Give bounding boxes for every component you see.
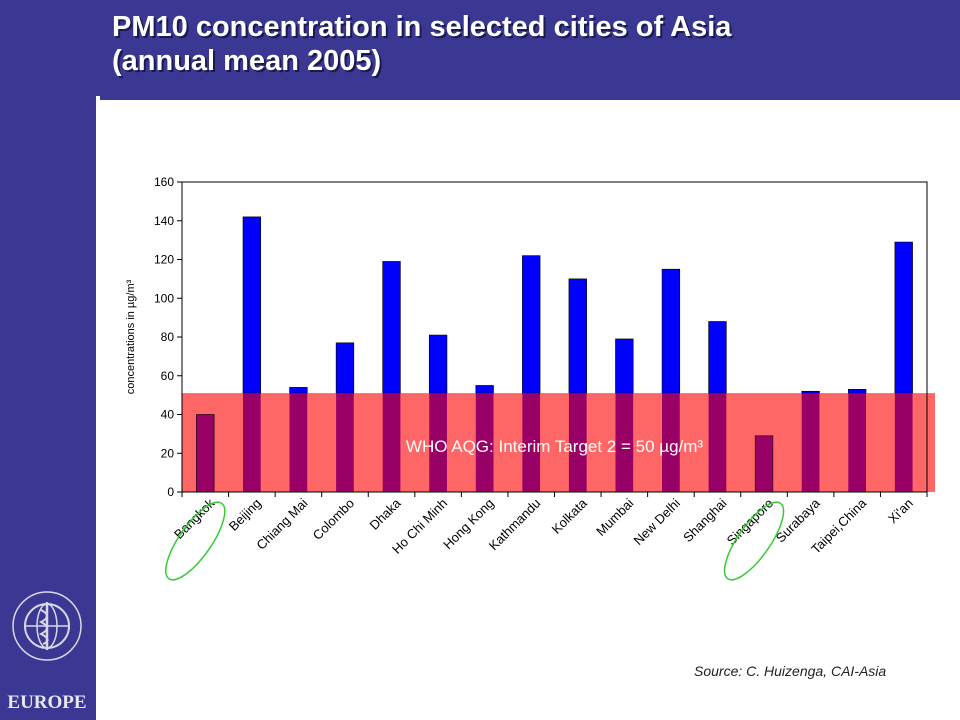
- highlight-ellipse: [165, 501, 226, 581]
- bar: [615, 338, 634, 492]
- logo-region-text: EUROPE: [7, 692, 86, 713]
- title-underline: [100, 96, 960, 100]
- slide-title-line-2: (annual mean 2005): [112, 45, 382, 77]
- y-tick-label: 40: [161, 408, 175, 422]
- x-tick-label: New Delhi: [631, 495, 684, 548]
- logo-ring: [12, 591, 82, 661]
- x-tick-label: Kolkata: [549, 495, 591, 537]
- title-bar: PM10 concentration in selected cities of…: [96, 0, 960, 96]
- bar: [661, 268, 681, 492]
- reference-band-label: WHO AQG: Interim Target 2 = 50 µg/m³: [406, 437, 703, 456]
- x-tick-label: Singapore: [724, 496, 777, 549]
- x-tick-label: Xi'an: [885, 496, 916, 527]
- bar: [242, 216, 261, 492]
- y-tick-label: 100: [154, 291, 174, 305]
- bar: [754, 435, 774, 493]
- highlight-ellipse: [723, 501, 785, 581]
- bar: [289, 387, 308, 492]
- source-note: Source: C. Huizenga, CAI-Asia: [694, 663, 887, 679]
- y-tick-label: 80: [161, 330, 175, 344]
- y-tick-label: 140: [154, 214, 174, 228]
- x-tick-label: Shanghai: [680, 495, 730, 545]
- bar: [801, 390, 820, 492]
- bar: [475, 385, 494, 492]
- pm10-bar-chart: 0 20 40 60 80 100 120 140 160 Bangkok BeijingChia…: [125, 175, 935, 581]
- y-tick-label: 20: [161, 446, 175, 460]
- y-tick-label: 160: [154, 175, 174, 189]
- slide-title: PM10 concentration in selected cities of…: [112, 10, 932, 78]
- bar: [568, 278, 587, 492]
- bar: [428, 334, 448, 492]
- x-tick-label: Mumbai: [593, 495, 636, 538]
- bar: [196, 414, 215, 493]
- logo-serpent-icon: [38, 609, 49, 645]
- bar: [382, 261, 401, 492]
- who-europe-logo: EUROPE: [7, 591, 87, 713]
- y-axis-label: concentrations in µg/m³: [125, 279, 137, 394]
- bar: [848, 389, 867, 492]
- left-sidebar-band: [0, 0, 96, 720]
- x-tick-label: Beijing: [226, 496, 264, 534]
- bar: [522, 255, 541, 492]
- x-tick-label: Bangkok: [171, 495, 218, 542]
- slide-title-line-1: PM10 concentration in selected cities of…: [112, 11, 732, 43]
- bar: [708, 321, 727, 492]
- y-tick-label: 120: [154, 253, 174, 267]
- bar: [335, 342, 355, 492]
- y-tick-label: 0: [167, 485, 174, 499]
- y-tick-label: 60: [161, 369, 175, 383]
- bar: [894, 241, 913, 492]
- x-tick-label: Dhaka: [366, 495, 404, 533]
- x-tick-label: Chiang Mai: [253, 495, 310, 552]
- x-tick-label: Colombo: [310, 496, 357, 543]
